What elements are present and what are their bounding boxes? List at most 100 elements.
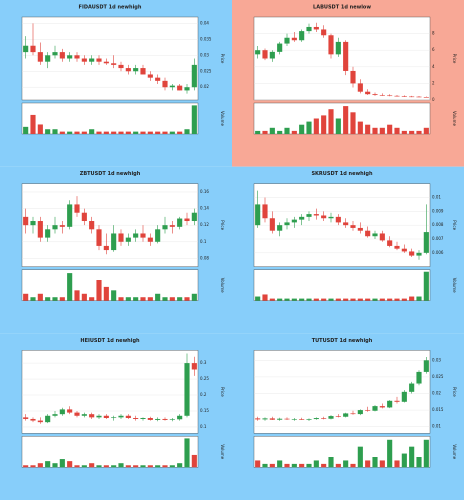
candle-body (184, 218, 190, 222)
candle-body (365, 230, 371, 237)
chart-title: ZBTUSDT 1d newhigh (80, 171, 141, 177)
candle-body (118, 64, 124, 69)
volume-bar (45, 129, 51, 134)
candle-body (67, 55, 73, 59)
volume-bar (133, 297, 139, 301)
candle-body (313, 418, 319, 420)
volume-bar (111, 465, 117, 468)
volume-bar (81, 131, 87, 134)
volume-bar (111, 290, 117, 301)
volume-bar (177, 131, 183, 134)
candle-body (191, 64, 197, 88)
candle-body (335, 41, 341, 55)
candle-body (155, 229, 161, 242)
candle-body (162, 225, 168, 230)
volume-bar (191, 293, 197, 301)
candle-body (269, 51, 275, 59)
volume-bar (372, 127, 378, 134)
volume-bar (343, 106, 349, 134)
candle-body (45, 229, 51, 238)
candle-body (140, 68, 146, 75)
candle-body (59, 225, 65, 227)
candle-body (96, 415, 102, 418)
candle-body (23, 216, 29, 226)
volume-bar (169, 465, 175, 468)
volume-bar (23, 465, 29, 468)
candle-body (365, 91, 371, 95)
volume-bar (89, 129, 95, 134)
y-axis-label: Price (220, 387, 225, 397)
candle-body (255, 50, 261, 55)
volume-bar (262, 463, 268, 468)
volume-bar (409, 446, 415, 468)
volume-area (21, 436, 199, 468)
candle-body (177, 85, 183, 91)
volume-bar (291, 130, 297, 134)
volume-bar (162, 465, 168, 468)
y-tick-label: 0.01 (432, 195, 441, 200)
volume-bar (74, 131, 80, 134)
candle-body (133, 68, 139, 72)
volume-bar (335, 118, 341, 134)
volume-bar (387, 124, 393, 134)
volume-bar (423, 271, 429, 301)
candle-body (52, 414, 58, 416)
volume-bar (103, 465, 109, 468)
volume-bar (328, 457, 334, 468)
candle-body (291, 37, 297, 41)
candle-body (409, 251, 415, 256)
candle-body (169, 85, 175, 88)
candle-body (191, 212, 197, 222)
volume-bar (191, 454, 197, 468)
y-axis-label: Price (452, 220, 457, 230)
volume-bar (416, 296, 422, 301)
candle-body (125, 237, 131, 242)
volume-bar (37, 293, 43, 301)
candle-body (387, 400, 393, 408)
volume-bar (118, 463, 124, 468)
candle-body (335, 216, 341, 223)
volume-area (21, 269, 199, 301)
candle-body (379, 95, 385, 96)
candle-body (299, 419, 305, 420)
volume-bar (30, 114, 36, 134)
volume-bar (89, 463, 95, 468)
chart-title: FIDAUSDT 1d newhigh (79, 5, 142, 11)
candle-body (277, 225, 283, 231)
candle-body (89, 58, 95, 62)
candle-body (177, 218, 183, 227)
volume-bar (45, 461, 51, 468)
volume-bar (118, 131, 124, 134)
candle-body (169, 419, 175, 420)
candle-body (147, 74, 153, 78)
volume-area (253, 436, 431, 468)
volume-bar (401, 453, 407, 468)
candle-body (155, 418, 161, 420)
volume-bar (103, 131, 109, 134)
volume-bar (269, 298, 275, 301)
volume-bar (191, 105, 197, 134)
volume-bar (321, 463, 327, 468)
candle-body (291, 419, 297, 420)
volume-bar (313, 298, 319, 301)
volume-bar (284, 463, 290, 468)
volume-bar (74, 465, 80, 468)
volume-bar (184, 297, 190, 301)
candle-body (23, 417, 29, 419)
candle-body (401, 391, 407, 402)
candle-body (284, 418, 290, 420)
y-tick-label: 0.1 (200, 239, 207, 244)
plot-area (21, 16, 199, 101)
volume-axis-label: Volume (220, 444, 225, 459)
candle-body (343, 41, 349, 71)
volume-bar (379, 460, 385, 468)
y-tick-label: 0.01 (432, 424, 441, 429)
volume-bar (169, 297, 175, 301)
candle-body (81, 212, 87, 222)
candle-body (89, 221, 95, 230)
y-tick-label: 6 (432, 47, 435, 52)
candle-body (255, 418, 261, 420)
candle-body (291, 219, 297, 223)
volume-bar (284, 127, 290, 134)
